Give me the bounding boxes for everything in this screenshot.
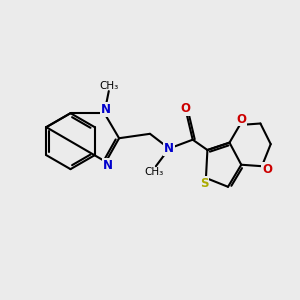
Text: CH₃: CH₃ [145, 167, 164, 177]
Text: O: O [236, 112, 246, 126]
Text: O: O [180, 102, 190, 115]
Text: S: S [200, 177, 209, 190]
Text: N: N [164, 142, 174, 155]
Text: O: O [262, 163, 272, 176]
Text: N: N [103, 159, 113, 172]
Text: N: N [101, 103, 111, 116]
Text: CH₃: CH₃ [99, 81, 119, 91]
